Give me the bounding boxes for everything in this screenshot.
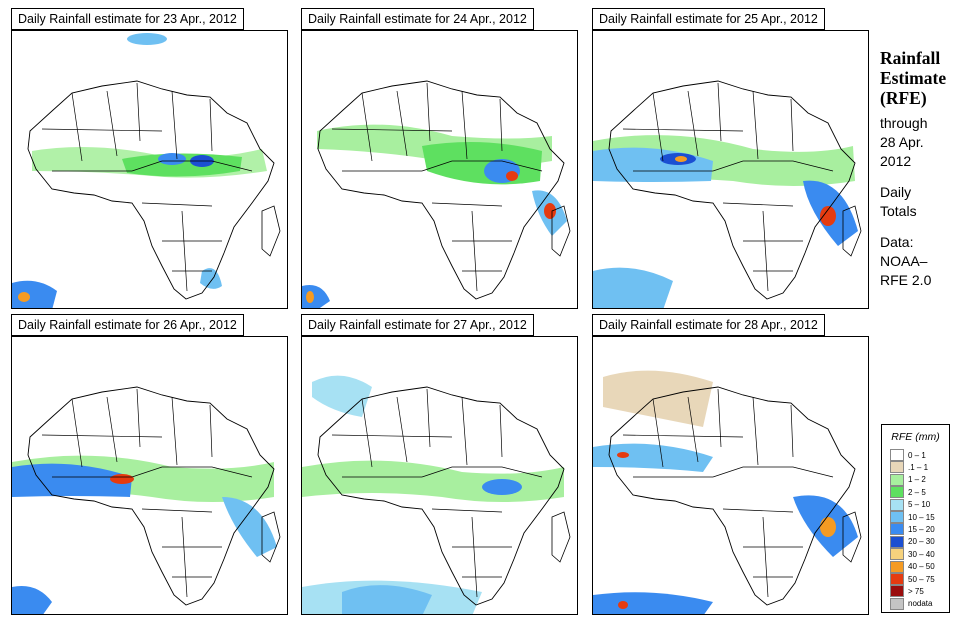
legend-label: .1 – 1	[908, 462, 929, 472]
legend-swatch	[890, 511, 904, 523]
map-panel-apr-28: Daily Rainfall estimate for 28 Apr., 201…	[592, 314, 869, 615]
legend-swatch	[890, 486, 904, 499]
rfe-legend: RFE (mm) 0 – 1 .1 – 1 1 – 2 2 – 5 5 – 10 10 –…	[881, 424, 950, 613]
rainfall-map	[592, 336, 869, 615]
legend-item: 40 – 50	[890, 560, 935, 573]
legend-title: RFE (mm)	[891, 431, 940, 443]
title-line-2: Estimate	[880, 68, 947, 88]
legend-label: 2 – 5	[908, 487, 926, 497]
totals-line-1: Daily	[880, 184, 912, 200]
totals-line-2: Totals	[880, 203, 917, 219]
legend-item: 30 – 40	[890, 548, 935, 561]
legend-swatch	[890, 548, 904, 561]
legend-label: nodata	[908, 599, 933, 609]
title-line-3: (RFE)	[880, 88, 927, 108]
legend-swatch	[890, 498, 904, 511]
map-panel-apr-27: Daily Rainfall estimate for 27 Apr., 201…	[301, 314, 578, 615]
legend-label: 40 – 50	[908, 562, 935, 572]
panel-title: Daily Rainfall estimate for 23 Apr., 201…	[11, 8, 244, 30]
legend-label: 1 – 2	[908, 475, 926, 485]
legend-swatch	[890, 473, 904, 486]
legend-item: 5 – 10	[890, 498, 931, 511]
legend-swatch	[890, 560, 904, 573]
legend-label: 20 – 30	[908, 537, 935, 547]
legend-label: 0 – 1	[908, 450, 926, 460]
legend-swatch	[890, 597, 904, 610]
through-date-1: 28 Apr.	[880, 134, 924, 150]
panel-title: Daily Rainfall estimate for 28 Apr., 201…	[592, 314, 825, 336]
map-panel-apr-26: Daily Rainfall estimate for 26 Apr., 201…	[11, 314, 288, 615]
legend-swatch	[890, 535, 904, 548]
legend-item: > 75	[890, 585, 924, 598]
data-line-3: RFE 2.0	[880, 272, 932, 288]
legend-swatch	[890, 573, 904, 585]
legend-label: 50 – 75	[908, 574, 935, 584]
rainfall-map	[301, 336, 578, 615]
legend-item: .1 – 1	[890, 461, 929, 474]
side-caption: Rainfall Estimate (RFE) through 28 Apr. …	[880, 48, 965, 290]
panel-title: Daily Rainfall estimate for 26 Apr., 201…	[11, 314, 244, 336]
legend-swatch	[890, 461, 904, 474]
legend-label: 15 – 20	[908, 524, 935, 534]
legend-label: > 75	[908, 586, 924, 596]
legend-item: 50 – 75	[890, 573, 935, 585]
through-label: through	[880, 115, 928, 131]
map-panel-apr-23: Daily Rainfall estimate for 23 Apr., 201…	[11, 8, 288, 309]
legend-item: 2 – 5	[890, 486, 926, 499]
legend-label: 30 – 40	[908, 549, 935, 559]
legend-swatch	[890, 585, 904, 598]
rainfall-map	[11, 336, 288, 615]
legend-label: 10 – 15	[908, 512, 935, 522]
legend-item: 0 – 1	[890, 449, 926, 461]
legend-swatch	[890, 449, 904, 461]
legend-label: 5 – 10	[908, 500, 931, 510]
panel-title: Daily Rainfall estimate for 25 Apr., 201…	[592, 8, 825, 30]
legend-item: 10 – 15	[890, 511, 935, 523]
data-line-1: Data:	[880, 234, 914, 250]
rainfall-map	[11, 30, 288, 309]
rainfall-map	[301, 30, 578, 309]
legend-item: 20 – 30	[890, 535, 935, 548]
legend-item: nodata	[890, 597, 933, 610]
rainfall-map	[592, 30, 869, 309]
legend-item: 15 – 20	[890, 523, 935, 536]
data-line-2: NOAA–	[880, 253, 928, 269]
legend-item: 1 – 2	[890, 473, 926, 486]
map-panel-apr-25: Daily Rainfall estimate for 25 Apr., 201…	[592, 8, 869, 309]
through-date-2: 2012	[880, 153, 912, 169]
title-line-1: Rainfall	[880, 48, 941, 68]
panel-title: Daily Rainfall estimate for 27 Apr., 201…	[301, 314, 534, 336]
legend-swatch	[890, 523, 904, 536]
map-panel-apr-24: Daily Rainfall estimate for 24 Apr., 201…	[301, 8, 578, 309]
panel-title: Daily Rainfall estimate for 24 Apr., 201…	[301, 8, 534, 30]
